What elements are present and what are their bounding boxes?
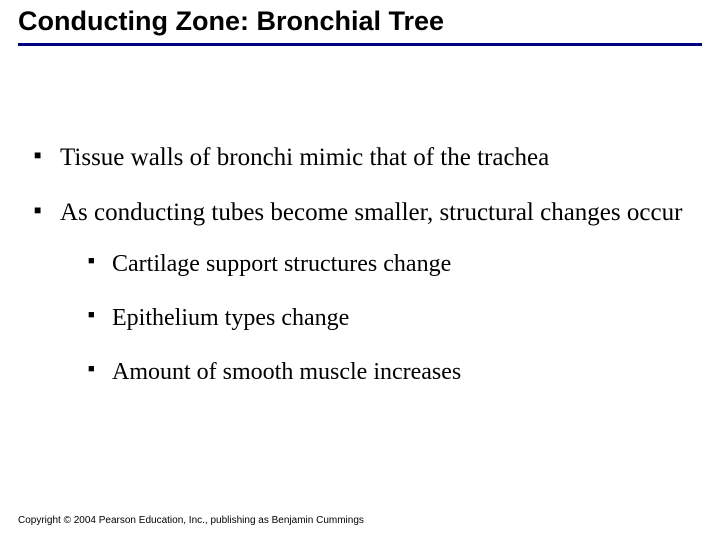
list-item: Tissue walls of bronchi mimic that of th… bbox=[30, 142, 690, 173]
list-item: Cartilage support structures change bbox=[86, 249, 690, 279]
bullet-list-level1: Tissue walls of bronchi mimic that of th… bbox=[30, 142, 690, 387]
title-rule bbox=[18, 43, 702, 46]
list-item: Epithelium types change bbox=[86, 303, 690, 333]
copyright: Copyright © 2004 Pearson Education, Inc.… bbox=[18, 515, 364, 526]
body: Tissue walls of bronchi mimic that of th… bbox=[0, 142, 720, 387]
bullet-text: Tissue walls of bronchi mimic that of th… bbox=[60, 144, 549, 171]
title-wrap: Conducting Zone: Bronchial Tree bbox=[0, 0, 720, 37]
bullet-text: As conducting tubes become smaller, stru… bbox=[60, 199, 682, 226]
bullet-text: Epithelium types change bbox=[112, 305, 349, 331]
slide-title: Conducting Zone: Bronchial Tree bbox=[18, 6, 720, 37]
list-item: As conducting tubes become smaller, stru… bbox=[30, 197, 690, 386]
bullet-text: Cartilage support structures change bbox=[112, 251, 451, 277]
list-item: Amount of smooth muscle increases bbox=[86, 357, 690, 387]
slide: Conducting Zone: Bronchial Tree Tissue w… bbox=[0, 0, 720, 540]
bullet-list-level2: Cartilage support structures change Epit… bbox=[60, 249, 690, 387]
bullet-text: Amount of smooth muscle increases bbox=[112, 359, 461, 385]
